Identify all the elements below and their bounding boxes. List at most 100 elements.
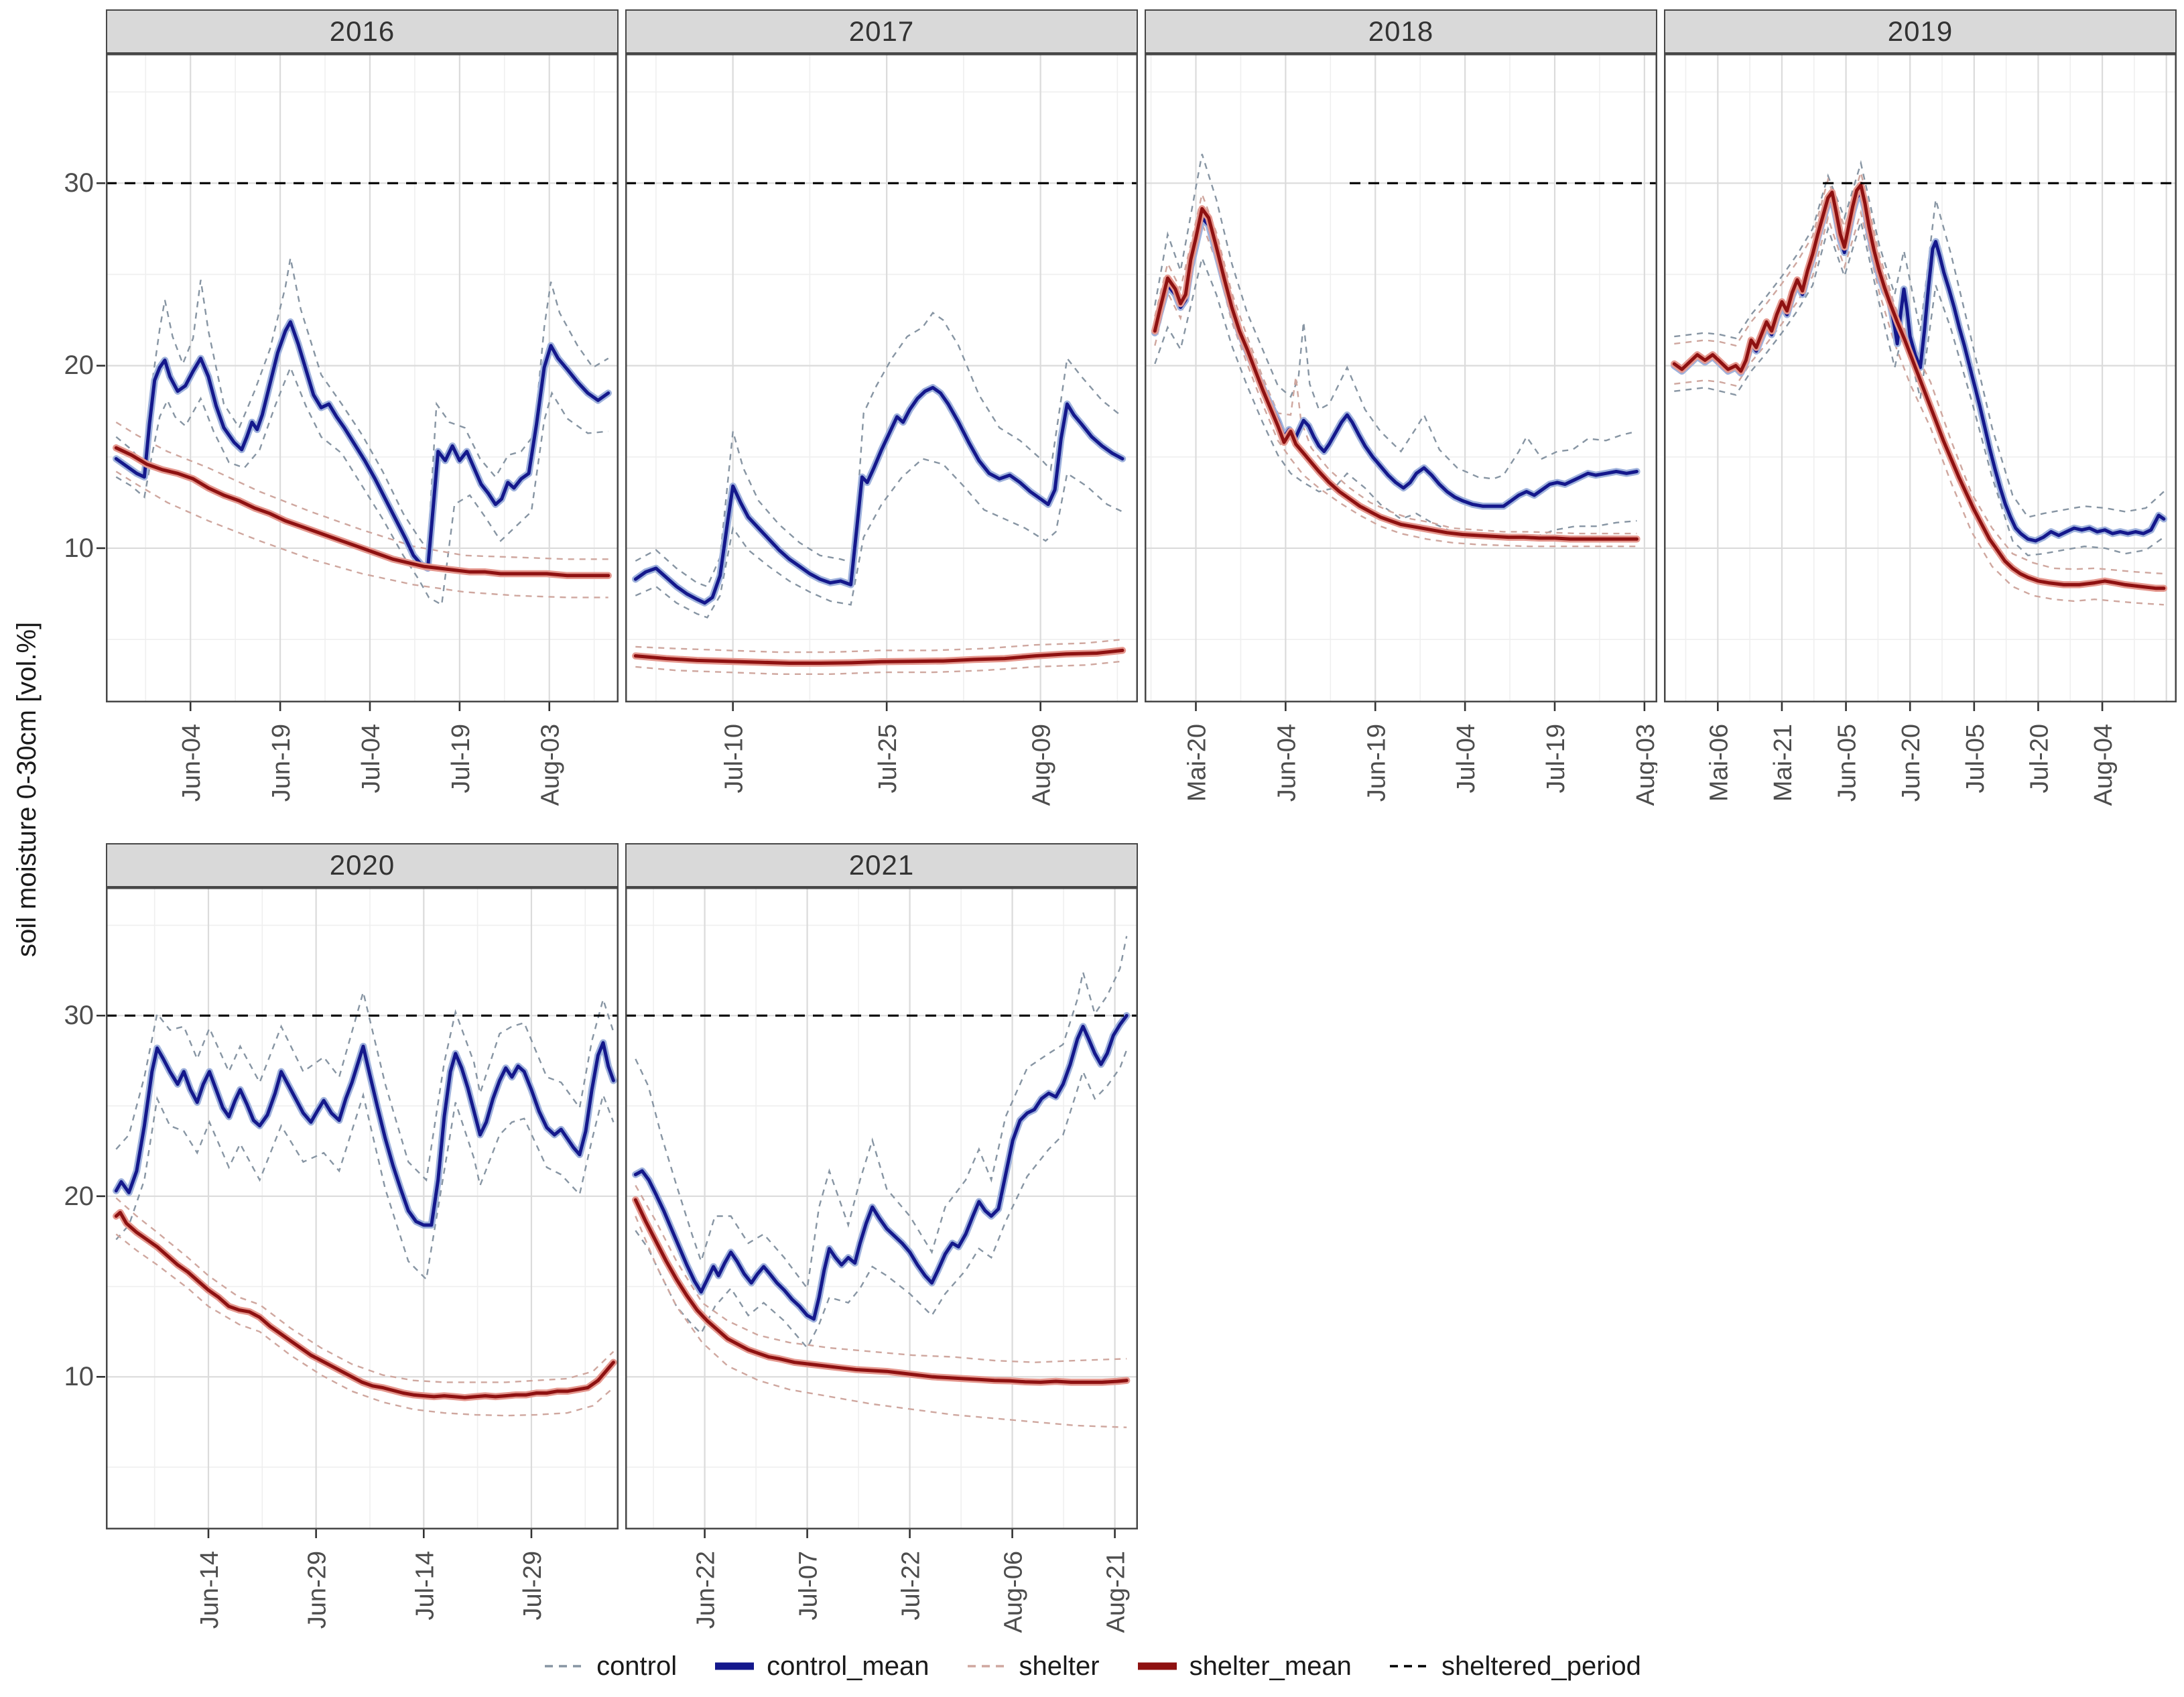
x-tick-label: Jul-10 — [720, 724, 749, 794]
x-tick-label: Aug-04 — [2090, 724, 2118, 806]
legend-key-control-mean-line-icon — [715, 1662, 755, 1670]
y-tick-label: 30 — [64, 1001, 94, 1030]
legend-label: control_mean — [767, 1651, 929, 1681]
gridlines-minor — [1664, 54, 2177, 702]
x-axis-2020: Jun-14 Jun-29 Jul-14 Jul-29 — [196, 1529, 547, 1629]
legend-key-sheltered-period-dashed-line-icon — [1389, 1665, 1429, 1668]
panel-2018-plot — [1145, 54, 1657, 702]
legend: control control_mean shelter shelter_mea… — [0, 1639, 2184, 1693]
x-tick-label: Mai-20 — [1183, 724, 1212, 802]
y-tick-marks — [97, 1015, 105, 1378]
x-axis-2021: Jun-22 Jul-07 Jul-22 Aug-06 Aug-21 — [692, 1529, 1131, 1633]
panel-2017-plot — [625, 54, 1138, 702]
x-tick-label: Jul-14 — [411, 1551, 439, 1621]
panel-2019-plot — [1664, 54, 2177, 702]
x-tick-label: Jul-29 — [519, 1551, 547, 1621]
x-tick-label: Jun-05 — [1834, 724, 1862, 802]
legend-item-shelter: shelter — [966, 1651, 1100, 1682]
x-axis-2018: Mai-20 Jun-04 Jun-19 Jul-04 Jul-19 Aug-03 — [1183, 702, 1657, 806]
x-axis-2016: Jun-04 Jun-19 Jul-04 Jul-19 Aug-03 — [178, 702, 565, 806]
facet-title: 2017 — [848, 15, 915, 47]
gridlines-minor — [625, 887, 1138, 1529]
x-tick-label: Jul-04 — [1452, 724, 1480, 794]
x-tick-label: Jun-04 — [1273, 724, 1301, 802]
panel-border — [106, 54, 619, 702]
x-tick-label: Jul-25 — [874, 724, 902, 794]
x-tick-label: Jul-20 — [2025, 724, 2053, 794]
x-tick-label: Mai-06 — [1705, 724, 1733, 802]
legend-key-shelter-mean-line-icon — [1137, 1662, 1177, 1670]
x-tick-label: Jun-04 — [178, 724, 206, 802]
facet-strip-2016: 2016 — [106, 9, 619, 54]
panel-2016-plot — [97, 54, 619, 702]
gridlines-minor — [106, 54, 619, 702]
series-2016 — [113, 257, 612, 607]
gridlines-major — [1145, 54, 1657, 702]
x-tick-label: Jul-04 — [357, 724, 385, 794]
legend-key-shelter-dashed-line-icon — [967, 1665, 1007, 1668]
series-2017 — [632, 312, 1127, 675]
x-tick-label: Jul-22 — [897, 1551, 925, 1621]
series-2021 — [632, 936, 1131, 1428]
y-axis-title: soil moisture 0-30cm [vol.%] — [12, 621, 42, 957]
panel-border — [106, 887, 619, 1529]
x-tick-label: Aug-09 — [1028, 724, 1056, 806]
y-tick-label: 10 — [64, 533, 94, 563]
facet-title: 2021 — [848, 849, 915, 881]
legend-label: shelter — [1019, 1651, 1100, 1681]
panel-border — [625, 887, 1138, 1529]
x-axis-2019: Mai-06 Mai-21 Jun-05 Jun-20 Jul-05 Jul-20 Aug-… — [1705, 702, 2118, 806]
x-tick-label: Mai-21 — [1769, 724, 1797, 802]
x-tick-label: Jul-05 — [1962, 724, 1990, 794]
facet-strip-2019: 2019 — [1664, 9, 2177, 54]
x-tick-label: Jun-20 — [1897, 724, 1925, 802]
x-tick-label: Jun-22 — [692, 1551, 720, 1629]
x-tick-label: Aug-06 — [1000, 1551, 1028, 1633]
y-tick-marks — [97, 182, 105, 550]
x-tick-label: Aug-03 — [537, 724, 565, 806]
x-tick-label: Jun-19 — [1362, 724, 1391, 802]
gridlines-minor — [1145, 54, 1657, 702]
x-tick-label: Aug-21 — [1102, 1551, 1131, 1633]
y-tick-label: 10 — [64, 1362, 94, 1391]
x-tick-label: Jul-07 — [795, 1551, 823, 1621]
legend-item-control-mean: control_mean — [713, 1651, 929, 1682]
gridlines-minor — [106, 887, 619, 1529]
x-tick-label: Jun-19 — [267, 724, 296, 802]
panel-border — [625, 54, 1138, 702]
x-tick-label: Jun-29 — [304, 1551, 332, 1629]
facet-strip-2017: 2017 — [625, 9, 1138, 54]
series-2019 — [1671, 160, 2168, 606]
y-tick-label: 20 — [64, 351, 94, 380]
facet-title: 2016 — [329, 15, 395, 47]
panel-border — [1664, 54, 2177, 702]
x-axis-2017: Jul-10 Jul-25 Aug-09 — [720, 702, 1056, 806]
facet-title: 2018 — [1368, 15, 1434, 47]
facet-title: 2019 — [1887, 15, 1953, 47]
legend-label: sheltered_period — [1441, 1651, 1641, 1681]
gridlines-major — [106, 887, 619, 1529]
panel-border — [1145, 54, 1657, 702]
x-tick-label: Aug-03 — [1632, 724, 1657, 806]
legend-label: shelter_mean — [1189, 1651, 1352, 1681]
legend-key-control-dashed-line-icon — [545, 1665, 584, 1668]
legend-item-control: control — [543, 1651, 677, 1682]
facet-strip-2018: 2018 — [1145, 9, 1657, 54]
panel-2020-plot — [97, 887, 619, 1529]
series-2020 — [113, 989, 617, 1417]
panel-2021-plot — [625, 887, 1138, 1529]
series-2018 — [1151, 153, 1641, 548]
facet-strip-2020: 2020 — [106, 843, 619, 887]
gridlines-major — [625, 887, 1138, 1529]
x-tick-label: Jun-14 — [196, 1551, 224, 1629]
x-tick-label: Jul-19 — [447, 724, 475, 794]
y-tick-label: 30 — [64, 168, 94, 198]
legend-label: control — [596, 1651, 678, 1681]
legend-item-sheltered-period: sheltered_period — [1388, 1651, 1641, 1682]
facet-strip-2021: 2021 — [625, 843, 1138, 887]
legend-item-shelter-mean: shelter_mean — [1136, 1651, 1352, 1682]
facet-title: 2020 — [329, 849, 395, 881]
y-tick-label: 20 — [64, 1182, 94, 1211]
x-tick-label: Jul-19 — [1542, 724, 1570, 794]
